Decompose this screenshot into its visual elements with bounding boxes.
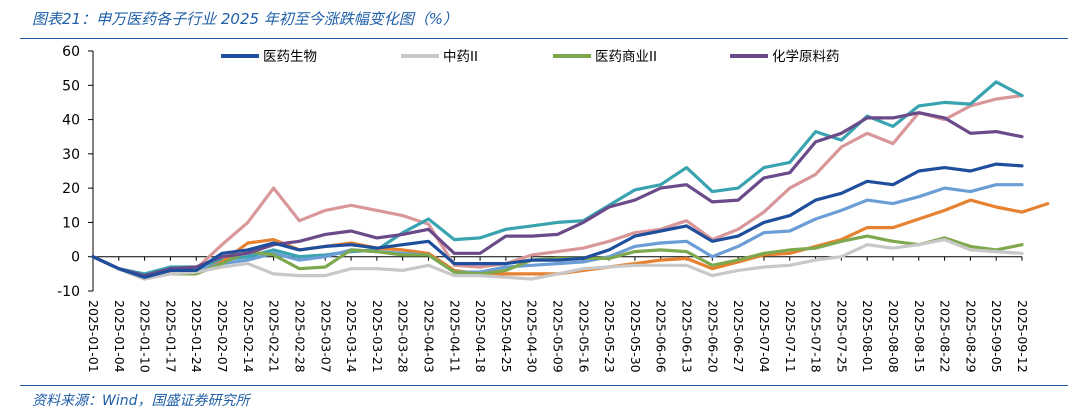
y-tick-label: 60	[62, 44, 80, 60]
x-tick-label: 2025-03-28	[396, 300, 411, 373]
y-tick-label: 30	[62, 147, 80, 163]
x-tick-label: 2025-07-25	[834, 300, 849, 373]
source-note: 资料来源：Wind，国盛证券研究所	[32, 393, 250, 409]
series-line-5	[91, 93, 1024, 279]
series-line-6	[91, 198, 1050, 281]
title-divider	[20, 38, 1068, 39]
x-tick-label: 2025-06-27	[731, 300, 746, 373]
x-tick-label: 2025-05-23	[602, 300, 617, 373]
series-line-0	[91, 162, 1024, 279]
x-tick-label: 2025-07-11	[783, 300, 798, 373]
x-tick-label: 2025-09-05	[989, 300, 1004, 373]
series-line-7	[91, 183, 1024, 278]
y-tick-label: 40	[62, 113, 80, 129]
series-line-4	[91, 80, 1024, 276]
series-line-1	[91, 238, 1024, 281]
footer-divider	[20, 385, 1068, 386]
y-tick-label: 0	[71, 250, 80, 266]
y-tick-label: 50	[62, 78, 80, 94]
x-tick-label: 2025-03-07	[318, 300, 333, 373]
x-tick-label: 2025-02-21	[267, 300, 282, 373]
series-line-3	[91, 111, 1024, 278]
x-tick-label: 2025-06-06	[654, 300, 669, 373]
y-tick-label: -10	[57, 284, 80, 300]
x-tick-label: 2025-02-28	[292, 300, 307, 373]
y-tick-label: 10	[62, 215, 80, 231]
series-line-2	[91, 234, 1024, 279]
x-tick-label: 2025-07-18	[809, 300, 824, 373]
x-tick-label: 2025-02-07	[215, 300, 230, 373]
x-tick-label: 2025-01-04	[112, 300, 127, 373]
x-tick-label: 2025-04-30	[525, 300, 540, 373]
y-axis-ticks: -10 0 10 20 30 40 50 60	[57, 44, 93, 300]
x-tick-label: 2025-04-03	[421, 300, 436, 373]
x-axis-ticks: 2025-01-01 2025-01-04 2025-01-10 2025-01-17…	[86, 256, 1030, 373]
x-tick-label: 2025-01-01	[86, 300, 101, 373]
x-tick-label: 2025-07-04	[757, 300, 772, 373]
x-tick-label: 2025-08-29	[963, 300, 978, 373]
x-tick-label: 2025-01-10	[138, 300, 153, 373]
x-tick-label: 2025-05-16	[576, 300, 591, 373]
x-tick-label: 2025-06-13	[680, 300, 695, 373]
chart-title: 图表21：申万医药各子行业 2025 年初至今涨跌幅变化图（%）	[32, 10, 459, 28]
y-tick-label: 20	[62, 181, 80, 197]
legend-label: 中药II	[443, 49, 478, 65]
x-tick-label: 2025-08-22	[938, 300, 953, 373]
x-tick-label: 2025-01-24	[189, 300, 204, 373]
x-tick-label: 2025-02-14	[241, 300, 256, 373]
x-tick-label: 2025-05-09	[551, 300, 566, 373]
x-tick-label: 2025-06-20	[705, 300, 720, 373]
chart-series	[91, 80, 1050, 281]
x-tick-label: 2025-04-25	[499, 300, 514, 373]
x-tick-label: 2025-03-21	[370, 300, 385, 373]
x-tick-label: 2025-09-12	[1015, 300, 1030, 373]
legend-label: 化学原料药	[772, 49, 840, 65]
x-tick-label: 2025-08-08	[886, 300, 901, 373]
legend-label: 医药商业II	[595, 49, 657, 65]
x-tick-label: 2025-08-15	[912, 300, 927, 373]
x-tick-label: 2025-03-14	[344, 300, 359, 373]
x-tick-label: 2025-04-11	[447, 300, 462, 373]
x-tick-label: 2025-04-18	[473, 300, 488, 373]
chart-legend: 医药生物 中药II 医药商业II 化学原料药	[221, 49, 840, 65]
x-tick-label: 2025-01-17	[163, 300, 178, 373]
x-tick-label: 2025-08-01	[860, 300, 875, 373]
x-tick-label: 2025-05-30	[628, 300, 643, 373]
legend-label: 医药生物	[263, 49, 317, 65]
